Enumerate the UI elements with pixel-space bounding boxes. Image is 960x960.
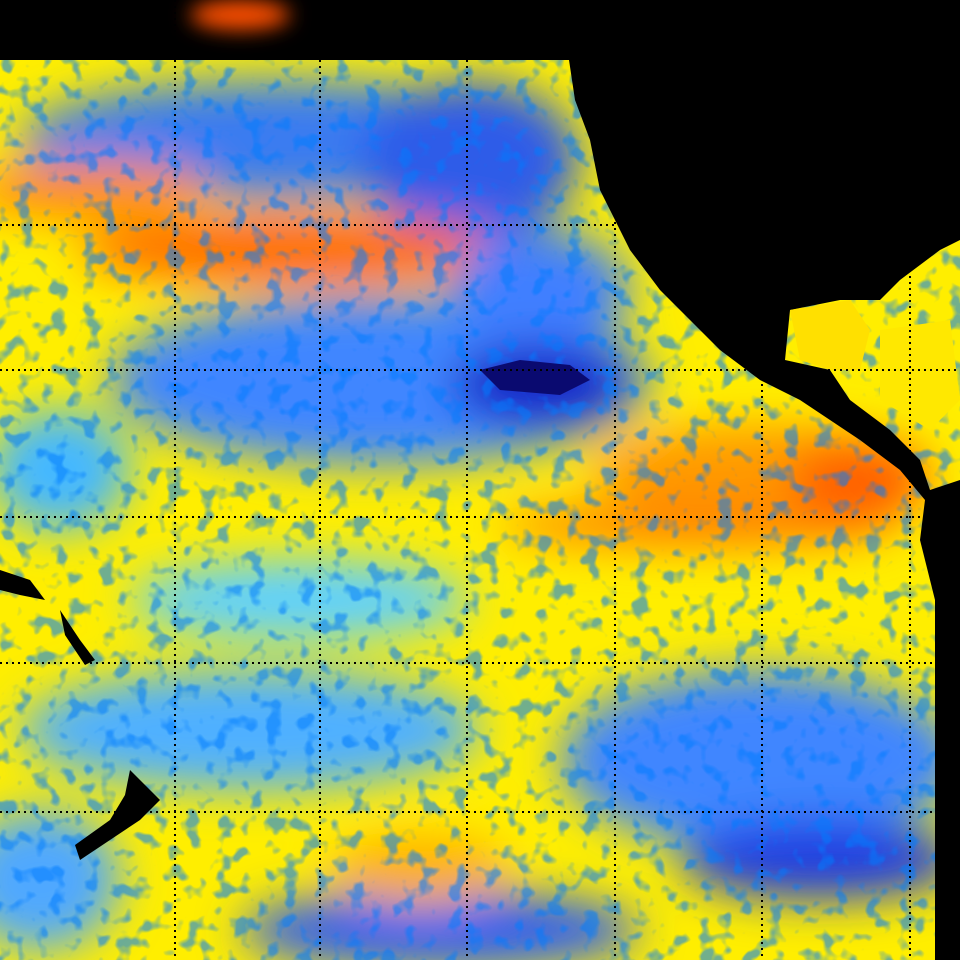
caribbean-warm [880, 320, 960, 430]
new-zealand [75, 770, 160, 860]
gulf-warm [790, 300, 870, 370]
cold-core [480, 360, 590, 395]
island [0, 570, 45, 600]
americas-land [560, 0, 960, 960]
island [60, 610, 95, 665]
